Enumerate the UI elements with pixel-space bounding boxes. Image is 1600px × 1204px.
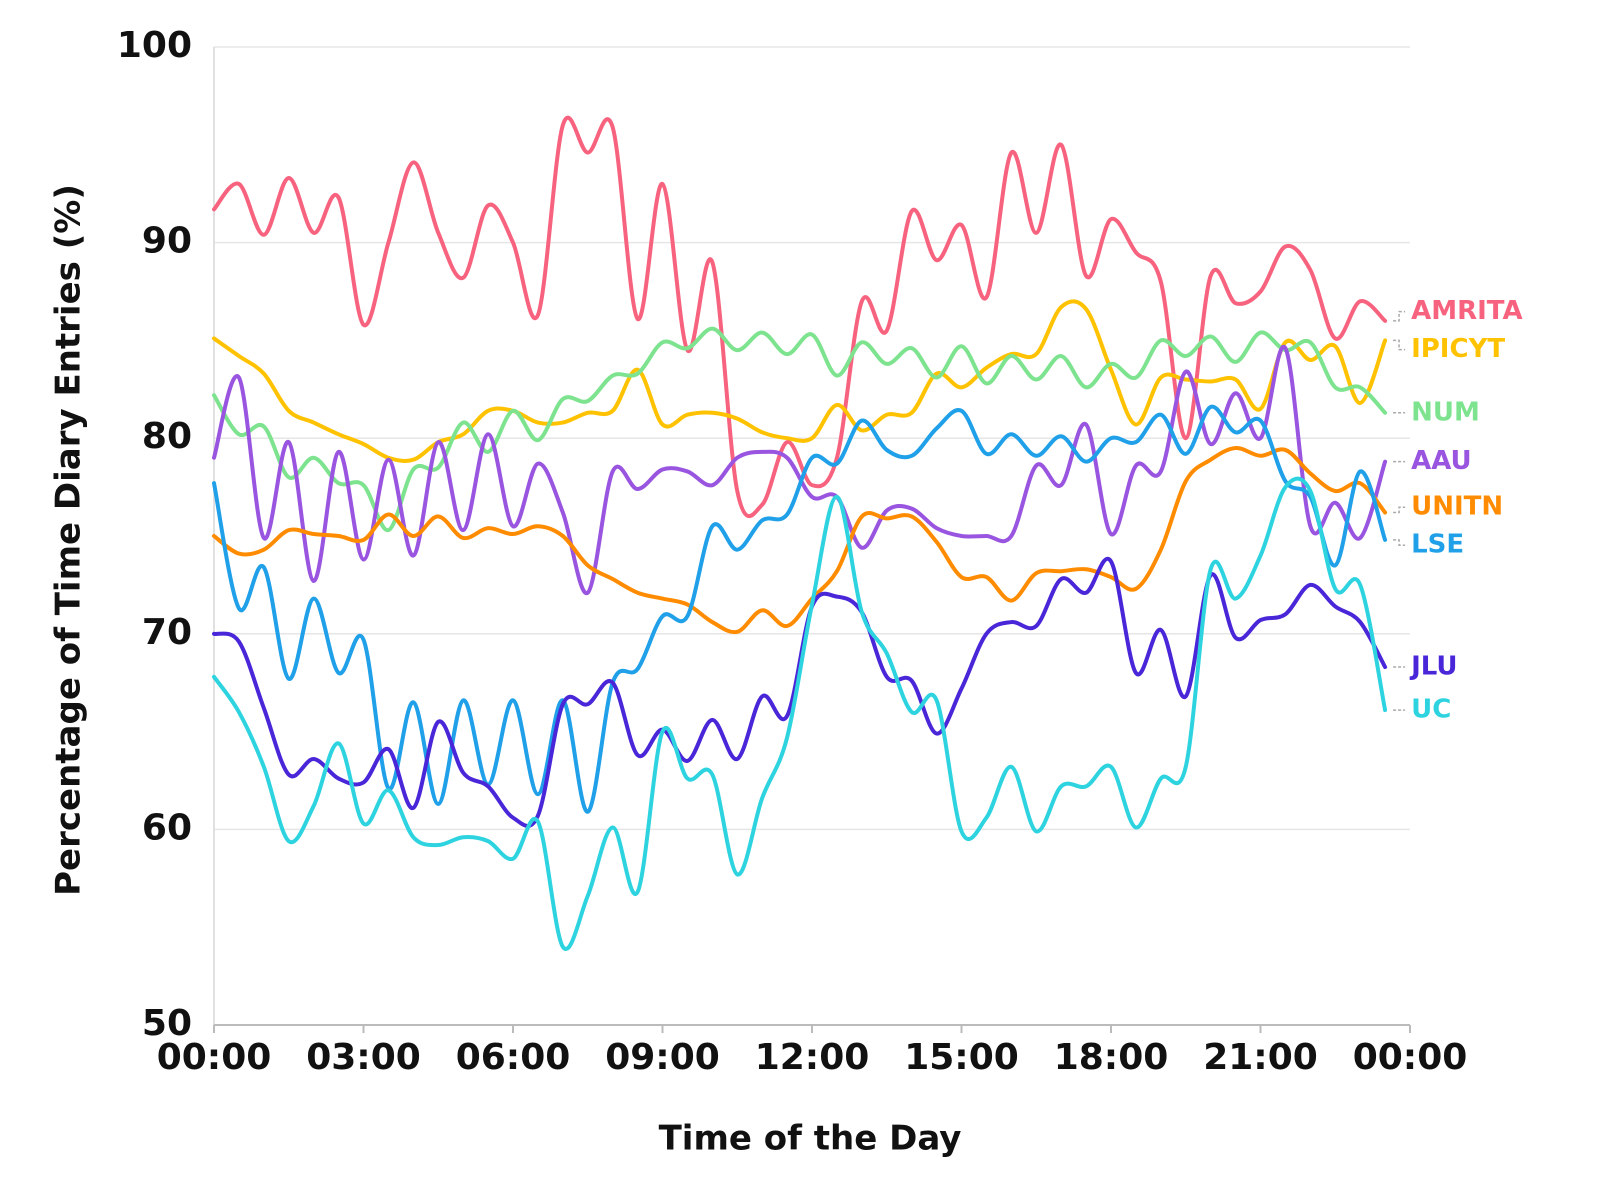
y-tick-label: 100 bbox=[117, 25, 192, 66]
series-line bbox=[212, 476, 1388, 951]
label-leader bbox=[1393, 539, 1406, 546]
x-axis-title: Time of the Day bbox=[659, 1119, 962, 1159]
series-label: LSE bbox=[1411, 530, 1464, 560]
x-tick-label: 15:00 bbox=[904, 1037, 1019, 1078]
label-leader bbox=[1393, 506, 1406, 514]
label-leader bbox=[1393, 310, 1406, 322]
y-tick-label: 90 bbox=[142, 221, 192, 262]
label-leader bbox=[1393, 339, 1406, 351]
series-line bbox=[212, 445, 1388, 635]
x-tick-label: 00:00 bbox=[157, 1037, 272, 1078]
x-tick-label: 18:00 bbox=[1054, 1037, 1169, 1078]
y-tick-label: 50 bbox=[142, 1003, 192, 1044]
x-tick-label: 12:00 bbox=[755, 1037, 870, 1078]
series-line bbox=[212, 299, 1388, 463]
series-label: AMRITA bbox=[1411, 296, 1523, 326]
series-label: IPICYT bbox=[1411, 334, 1505, 364]
series-label: AAU bbox=[1411, 446, 1472, 476]
y-axis-title: Percentage of Time Diary Entries (%) bbox=[49, 184, 89, 896]
series-label: NUM bbox=[1411, 397, 1480, 427]
series-line bbox=[212, 404, 1388, 814]
x-tick-label: 21:00 bbox=[1203, 1037, 1318, 1078]
series-label: UC bbox=[1411, 695, 1451, 725]
y-tick-label: 70 bbox=[142, 612, 192, 653]
y-tick-label: 80 bbox=[142, 416, 192, 457]
series-line bbox=[212, 556, 1388, 828]
series-label: UNITN bbox=[1411, 492, 1503, 522]
series-line bbox=[212, 326, 1388, 533]
series-label: JLU bbox=[1409, 652, 1457, 682]
x-tick-label: 06:00 bbox=[456, 1037, 571, 1078]
x-tick-label: 09:00 bbox=[605, 1037, 720, 1078]
x-tick-label: 00:00 bbox=[1353, 1037, 1468, 1078]
series-line bbox=[212, 344, 1388, 595]
y-tick-label: 60 bbox=[142, 807, 192, 848]
x-tick-label: 03:00 bbox=[306, 1037, 421, 1078]
